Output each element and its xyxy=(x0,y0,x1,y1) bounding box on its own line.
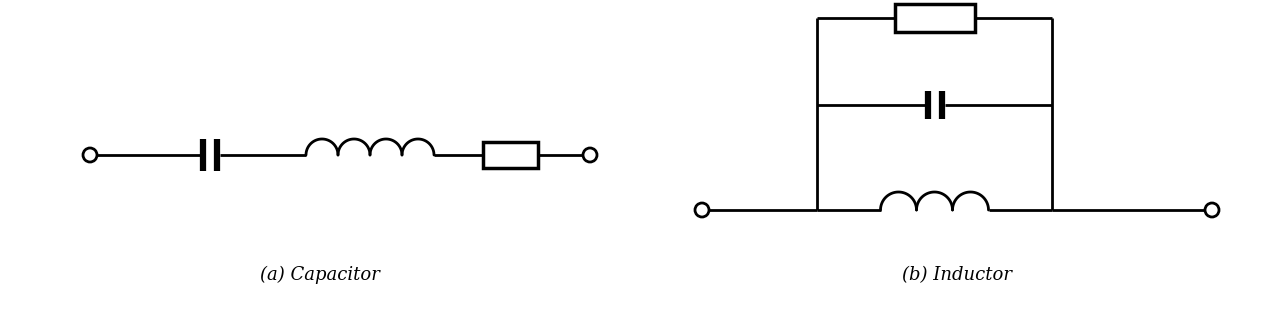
Text: (b) Inductor: (b) Inductor xyxy=(901,266,1012,284)
Circle shape xyxy=(583,148,597,162)
Circle shape xyxy=(1204,203,1219,217)
Circle shape xyxy=(695,203,709,217)
Bar xyxy=(895,4,975,32)
Circle shape xyxy=(83,148,98,162)
Text: (a) Capacitor: (a) Capacitor xyxy=(261,266,380,284)
Bar xyxy=(483,142,538,168)
